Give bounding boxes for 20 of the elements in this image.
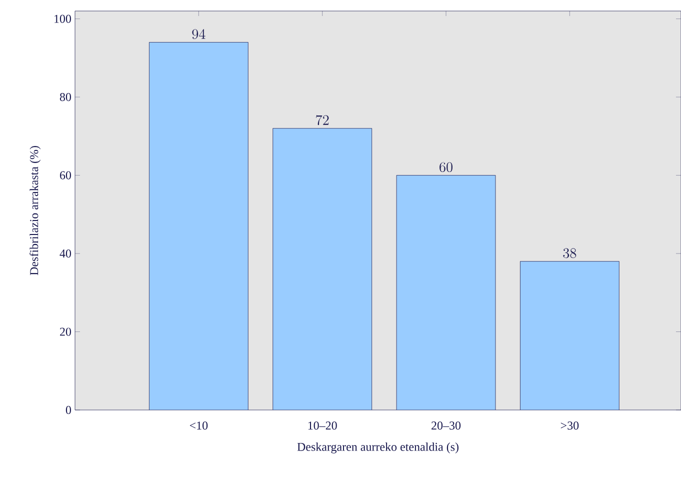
x-tick-label: 20–30 (432, 422, 461, 430)
y-tick-label: 60 (60, 171, 72, 180)
y-tick-label: 0 (66, 406, 72, 414)
bar (520, 261, 620, 410)
y-tick-label: 20 (60, 328, 72, 336)
data-label: 60 (440, 162, 452, 172)
data-label: 72 (316, 115, 329, 126)
x-tick-label: <10 (190, 422, 208, 430)
bar (396, 175, 496, 410)
bar (272, 128, 372, 410)
bar (149, 42, 248, 410)
x-axis-title: Deskargaren aurreko etenaldia (s) (297, 442, 458, 454)
y-tick-label: 100 (54, 14, 72, 23)
data-label: 94 (192, 29, 206, 40)
data-label: 38 (563, 248, 576, 258)
x-tick-label: 10–20 (308, 422, 337, 430)
x-tick-label: >30 (560, 422, 579, 430)
y-tick-label: 80 (60, 93, 72, 102)
y-tick-label: 40 (60, 249, 72, 258)
y-axis-title: Desfibrilazio arrakasta (%) (30, 146, 41, 276)
